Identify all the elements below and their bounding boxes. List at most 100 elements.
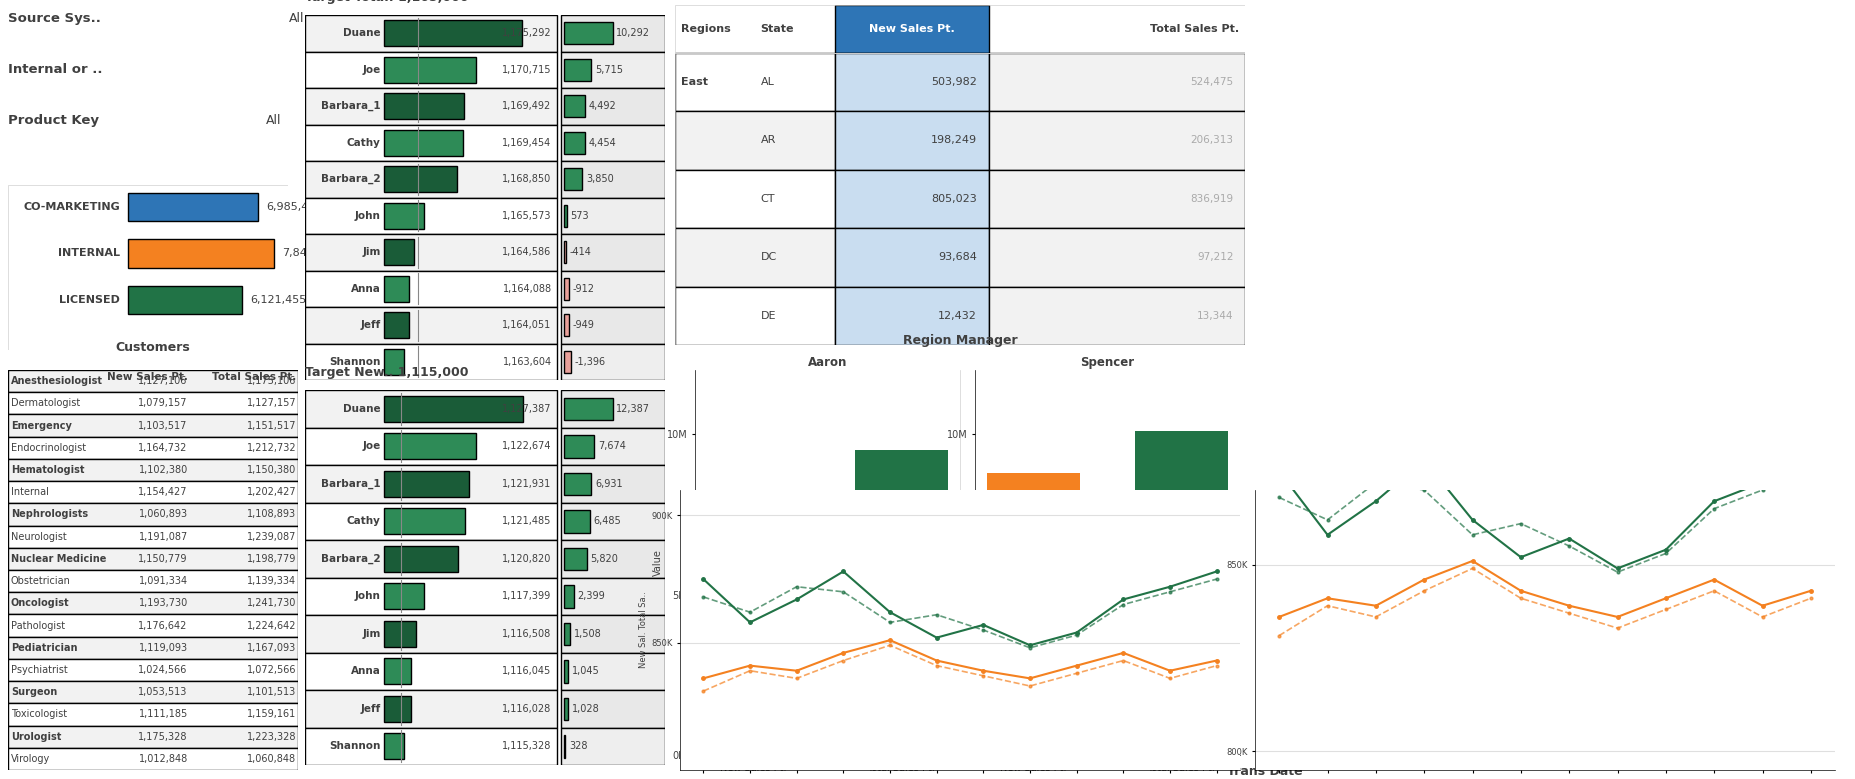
Text: 1,169,454: 1,169,454	[503, 138, 551, 148]
FancyBboxPatch shape	[560, 270, 664, 307]
Text: 1,079,157: 1,079,157	[139, 398, 187, 408]
Bar	[707, 492, 800, 755]
Text: Product Key: Product Key	[7, 114, 98, 127]
FancyBboxPatch shape	[564, 697, 568, 720]
FancyBboxPatch shape	[564, 23, 612, 44]
Text: -414: -414	[569, 247, 592, 257]
Text: CT: CT	[761, 194, 775, 204]
Text: 1,202,427: 1,202,427	[247, 487, 297, 497]
FancyBboxPatch shape	[675, 53, 835, 111]
Text: 1,163,604: 1,163,604	[503, 357, 551, 367]
FancyBboxPatch shape	[989, 228, 1245, 287]
Text: 1,024,566: 1,024,566	[139, 665, 187, 675]
FancyBboxPatch shape	[560, 15, 664, 51]
FancyBboxPatch shape	[384, 276, 410, 301]
Text: Obstetrician: Obstetrician	[11, 576, 70, 586]
Text: Joe: Joe	[362, 441, 380, 451]
FancyBboxPatch shape	[304, 690, 556, 728]
Text: -949: -949	[573, 320, 594, 330]
Text: 328: 328	[569, 742, 588, 751]
Text: 1,176,642: 1,176,642	[139, 621, 187, 630]
Text: Total Sales Pt.: Total Sales Pt.	[211, 372, 297, 382]
Text: Barbara_2: Barbara_2	[321, 554, 380, 564]
FancyBboxPatch shape	[7, 414, 299, 437]
Text: 1,117,399: 1,117,399	[503, 591, 551, 601]
Text: 1,150,779: 1,150,779	[139, 554, 187, 564]
Text: 1,028: 1,028	[571, 703, 599, 714]
Text: 6,985,431: 6,985,431	[267, 203, 323, 212]
Text: 12,387: 12,387	[616, 404, 651, 414]
FancyBboxPatch shape	[7, 681, 299, 703]
Bar	[855, 450, 948, 755]
Text: 1,139,334: 1,139,334	[247, 576, 297, 586]
Y-axis label: Value: Value	[933, 549, 942, 576]
Text: 1,072,566: 1,072,566	[247, 665, 297, 675]
FancyBboxPatch shape	[564, 168, 582, 190]
Text: Internal: Internal	[11, 487, 48, 497]
FancyBboxPatch shape	[564, 314, 569, 337]
FancyBboxPatch shape	[384, 20, 523, 46]
Text: 1,060,893: 1,060,893	[139, 509, 187, 520]
FancyBboxPatch shape	[564, 660, 568, 682]
FancyBboxPatch shape	[564, 351, 571, 372]
FancyBboxPatch shape	[304, 51, 556, 88]
FancyBboxPatch shape	[835, 170, 989, 228]
Text: Duane: Duane	[343, 28, 380, 38]
Text: 1,119,093: 1,119,093	[139, 643, 187, 653]
Text: 7,849,407: 7,849,407	[282, 249, 339, 259]
Text: 1,164,088: 1,164,088	[503, 284, 551, 294]
Text: Pediatrician: Pediatrician	[11, 643, 78, 653]
FancyBboxPatch shape	[560, 390, 664, 428]
FancyBboxPatch shape	[128, 193, 258, 221]
FancyBboxPatch shape	[835, 5, 989, 53]
FancyBboxPatch shape	[384, 130, 464, 156]
FancyBboxPatch shape	[835, 228, 989, 287]
Text: Barbara_2: Barbara_2	[321, 174, 380, 185]
Text: Jim: Jim	[362, 629, 380, 639]
Text: 1,175,106: 1,175,106	[247, 376, 297, 386]
Text: Nuclear Medicine: Nuclear Medicine	[11, 554, 106, 564]
Text: 503,982: 503,982	[931, 77, 978, 86]
Text: Anesthesiologist: Anesthesiologist	[11, 376, 102, 386]
FancyBboxPatch shape	[675, 287, 835, 345]
FancyBboxPatch shape	[384, 733, 404, 760]
Text: 1,122,674: 1,122,674	[503, 441, 551, 451]
Text: East: East	[681, 77, 709, 86]
Text: 1,127,106: 1,127,106	[139, 376, 187, 386]
FancyBboxPatch shape	[7, 503, 299, 526]
FancyBboxPatch shape	[7, 392, 299, 414]
FancyBboxPatch shape	[560, 161, 664, 198]
Text: 1,108,893: 1,108,893	[247, 509, 297, 520]
Text: Anna: Anna	[351, 666, 380, 676]
FancyBboxPatch shape	[7, 526, 299, 548]
Text: Target New.. 1,115,000: Target New.. 1,115,000	[304, 366, 469, 379]
Text: 6,121,455: 6,121,455	[250, 294, 306, 305]
Text: All: All	[289, 12, 304, 25]
FancyBboxPatch shape	[304, 198, 556, 234]
Text: 1,169,492: 1,169,492	[503, 101, 551, 111]
Text: 1,053,513: 1,053,513	[139, 687, 187, 697]
FancyBboxPatch shape	[304, 270, 556, 307]
FancyBboxPatch shape	[560, 465, 664, 502]
Text: John: John	[354, 211, 380, 220]
Text: 2,399: 2,399	[577, 591, 605, 601]
Text: 206,313: 206,313	[1191, 136, 1234, 146]
Text: New Sales Pt.: New Sales Pt.	[108, 372, 187, 382]
FancyBboxPatch shape	[560, 728, 664, 765]
FancyBboxPatch shape	[304, 234, 556, 270]
Text: 12,432: 12,432	[939, 311, 978, 321]
Text: 3,850: 3,850	[586, 174, 614, 185]
Text: 1,116,045: 1,116,045	[503, 666, 551, 676]
Text: 1,508: 1,508	[573, 629, 601, 639]
Text: Anna: Anna	[351, 284, 380, 294]
FancyBboxPatch shape	[384, 545, 458, 572]
FancyBboxPatch shape	[384, 583, 425, 609]
FancyBboxPatch shape	[564, 585, 573, 608]
FancyBboxPatch shape	[564, 397, 612, 420]
Text: Oncologist: Oncologist	[11, 598, 69, 608]
FancyBboxPatch shape	[304, 502, 556, 540]
Text: 573: 573	[571, 211, 590, 220]
FancyBboxPatch shape	[560, 51, 664, 88]
Text: 97,212: 97,212	[1196, 252, 1234, 263]
FancyBboxPatch shape	[384, 167, 458, 192]
